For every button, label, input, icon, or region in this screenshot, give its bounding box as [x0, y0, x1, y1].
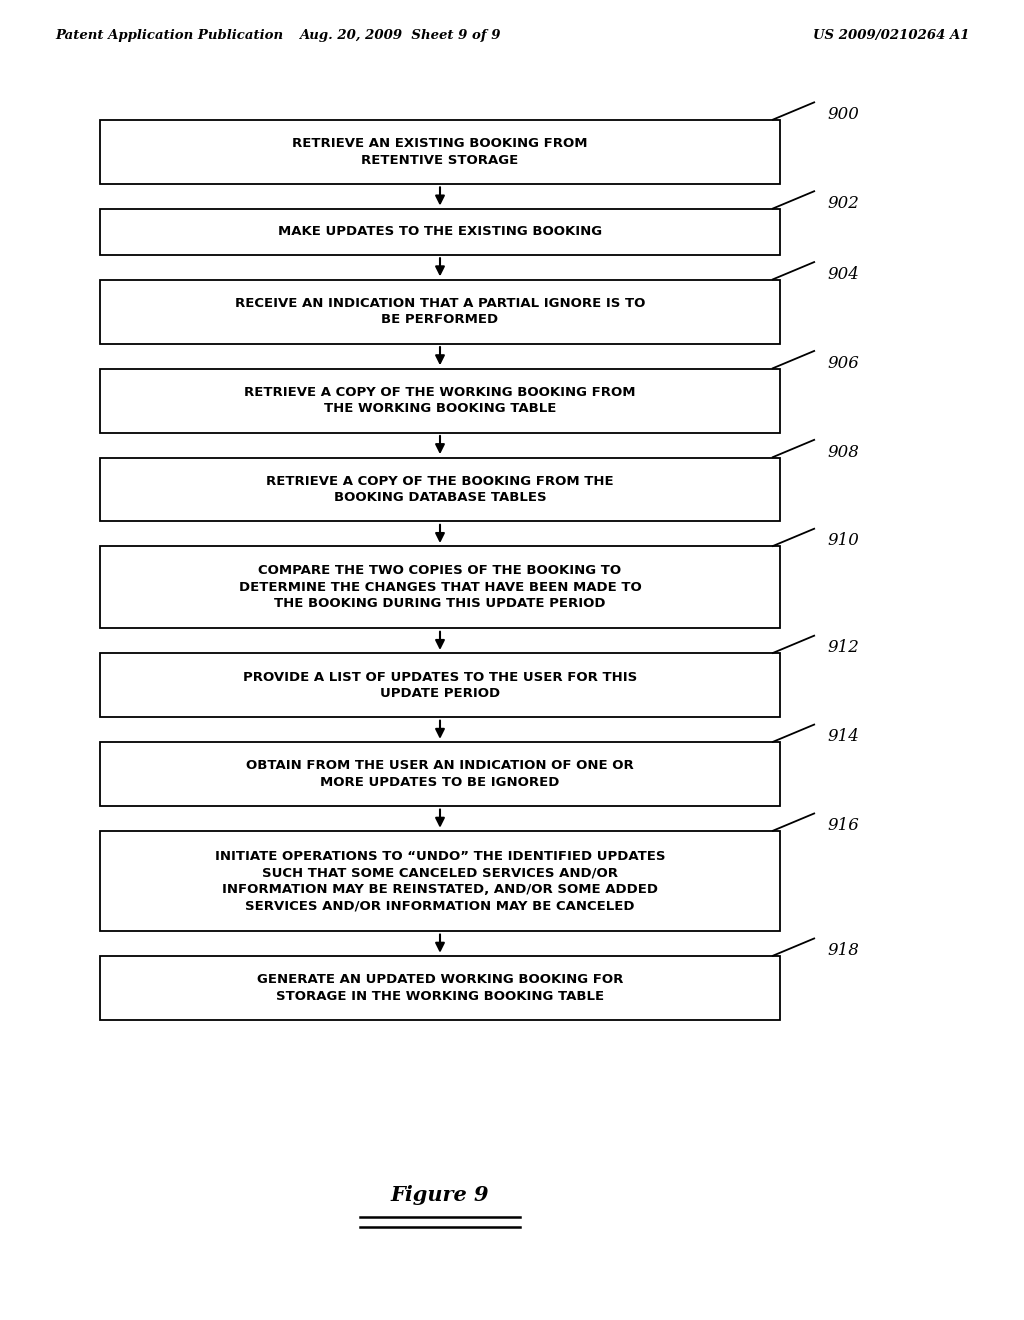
Text: 906: 906 [827, 355, 859, 372]
Bar [100, 956, 780, 1020]
Text: 916: 916 [827, 817, 859, 834]
Bar [100, 832, 780, 931]
Text: 904: 904 [827, 265, 859, 282]
Text: RECEIVE AN INDICATION THAT A PARTIAL IGNORE IS TO
BE PERFORMED: RECEIVE AN INDICATION THAT A PARTIAL IGN… [234, 297, 645, 326]
Bar [100, 368, 780, 433]
Text: COMPARE THE TWO COPIES OF THE BOOKING TO
DETERMINE THE CHANGES THAT HAVE BEEN MA: COMPARE THE TWO COPIES OF THE BOOKING TO… [239, 565, 641, 610]
Bar [100, 742, 780, 807]
Text: INITIATE OPERATIONS TO “UNDO” THE IDENTIFIED UPDATES
SUCH THAT SOME CANCELED SER: INITIATE OPERATIONS TO “UNDO” THE IDENTI… [215, 850, 666, 912]
Text: 902: 902 [827, 195, 859, 213]
Text: RETRIEVE A COPY OF THE WORKING BOOKING FROM
THE WORKING BOOKING TABLE: RETRIEVE A COPY OF THE WORKING BOOKING F… [245, 385, 636, 416]
Text: MAKE UPDATES TO THE EXISTING BOOKING: MAKE UPDATES TO THE EXISTING BOOKING [278, 226, 602, 239]
Text: 912: 912 [827, 639, 859, 656]
Text: Patent Application Publication: Patent Application Publication [55, 29, 283, 41]
Bar [100, 280, 780, 343]
Text: PROVIDE A LIST OF UPDATES TO THE USER FOR THIS
UPDATE PERIOD: PROVIDE A LIST OF UPDATES TO THE USER FO… [243, 671, 637, 700]
Text: RETRIEVE A COPY OF THE BOOKING FROM THE
BOOKING DATABASE TABLES: RETRIEVE A COPY OF THE BOOKING FROM THE … [266, 475, 613, 504]
Text: 918: 918 [827, 942, 859, 960]
Text: 914: 914 [827, 729, 859, 746]
Bar [100, 120, 780, 183]
Text: US 2009/0210264 A1: US 2009/0210264 A1 [813, 29, 970, 41]
Text: Figure 9: Figure 9 [391, 1185, 489, 1205]
Bar [100, 546, 780, 628]
Text: OBTAIN FROM THE USER AN INDICATION OF ONE OR
MORE UPDATES TO BE IGNORED: OBTAIN FROM THE USER AN INDICATION OF ON… [246, 759, 634, 789]
Text: GENERATE AN UPDATED WORKING BOOKING FOR
STORAGE IN THE WORKING BOOKING TABLE: GENERATE AN UPDATED WORKING BOOKING FOR … [257, 973, 624, 1003]
Text: 910: 910 [827, 532, 859, 549]
Bar [100, 458, 780, 521]
Text: RETRIEVE AN EXISTING BOOKING FROM
RETENTIVE STORAGE: RETRIEVE AN EXISTING BOOKING FROM RETENT… [292, 137, 588, 166]
Text: 900: 900 [827, 106, 859, 123]
Text: 908: 908 [827, 444, 859, 461]
Bar [100, 209, 780, 255]
Bar [100, 653, 780, 717]
Text: Aug. 20, 2009  Sheet 9 of 9: Aug. 20, 2009 Sheet 9 of 9 [299, 29, 501, 41]
